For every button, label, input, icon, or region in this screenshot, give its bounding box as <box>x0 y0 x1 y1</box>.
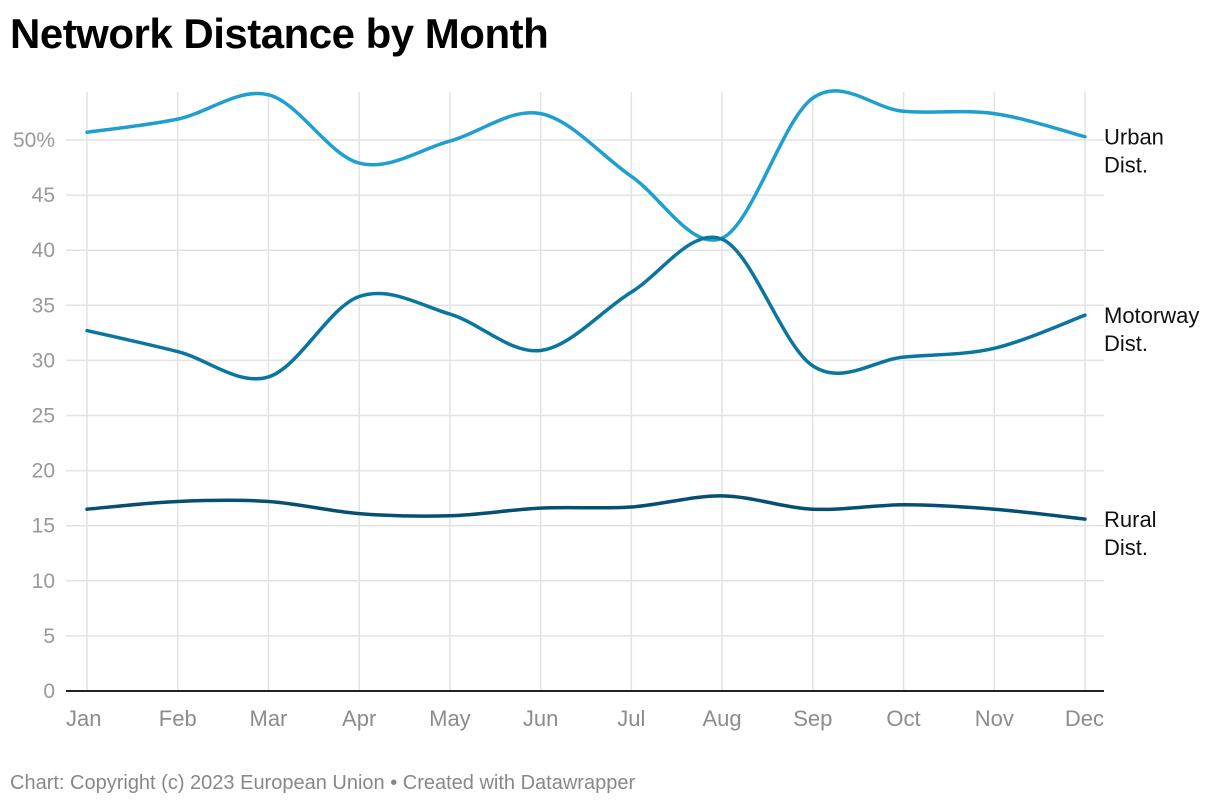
series-line-urban-dist <box>85 89 1087 242</box>
series-label-line: Urban <box>1104 125 1164 150</box>
x-tick-label: Dec <box>1065 706 1104 731</box>
x-tick-label: Apr <box>342 706 376 731</box>
series-line-motorway-dist <box>85 235 1087 381</box>
series-label-urban-dist: Urban Dist. <box>1104 125 1164 178</box>
x-tick-label: May <box>429 706 471 731</box>
y-tick-label: 5 <box>43 625 55 648</box>
x-tick-label: Jul <box>617 706 645 731</box>
x-tick-label: Jan <box>66 706 101 731</box>
y-tick-label: 0 <box>43 680 55 703</box>
y-tick-label: 30 <box>32 349 55 372</box>
y-tick-label: 45 <box>32 184 55 207</box>
chart-source-footer: Chart: Copyright (c) 2023 European Union… <box>10 772 636 794</box>
x-tick-label: Nov <box>975 706 1014 731</box>
series-label-motorway-dist: Motorway Dist. <box>1104 303 1199 356</box>
y-tick-label: 40 <box>32 239 55 262</box>
x-tick-label: Aug <box>703 706 742 731</box>
y-tick-label: 15 <box>32 515 55 538</box>
x-tick-label: Oct <box>886 706 920 731</box>
axis-layer: 0 5 10 15 20 25 30 35 40 45 50% Jan Feb Mar Apr May Jun J… <box>13 129 1104 731</box>
y-tick-label: 10 <box>32 570 55 593</box>
y-tick-label: 25 <box>32 405 55 428</box>
series-line-rural-dist <box>85 494 1087 521</box>
series-label-line: Motorway <box>1104 303 1199 328</box>
x-tick-label: Feb <box>159 706 197 731</box>
label-layer: Urban Dist. Motorway Dist. Rural Dist. <box>1104 125 1199 560</box>
x-tick-label: Mar <box>250 706 288 731</box>
series-label-line: Rural <box>1104 507 1157 532</box>
series-label-line: Dist. <box>1104 331 1148 356</box>
series-label-line: Dist. <box>1104 153 1148 178</box>
x-tick-label: Sep <box>793 706 832 731</box>
x-tick-label: Jun <box>523 706 558 731</box>
chart-title: Network Distance by Month <box>10 10 549 57</box>
series-label-rural-dist: Rural Dist. <box>1104 507 1157 560</box>
y-tick-label: 35 <box>32 294 55 317</box>
y-tick-label: 50% <box>13 129 55 152</box>
series-label-line: Dist. <box>1104 535 1148 560</box>
y-tick-label: 20 <box>32 460 55 483</box>
grid-layer <box>66 92 1104 691</box>
series-layer <box>85 89 1087 521</box>
